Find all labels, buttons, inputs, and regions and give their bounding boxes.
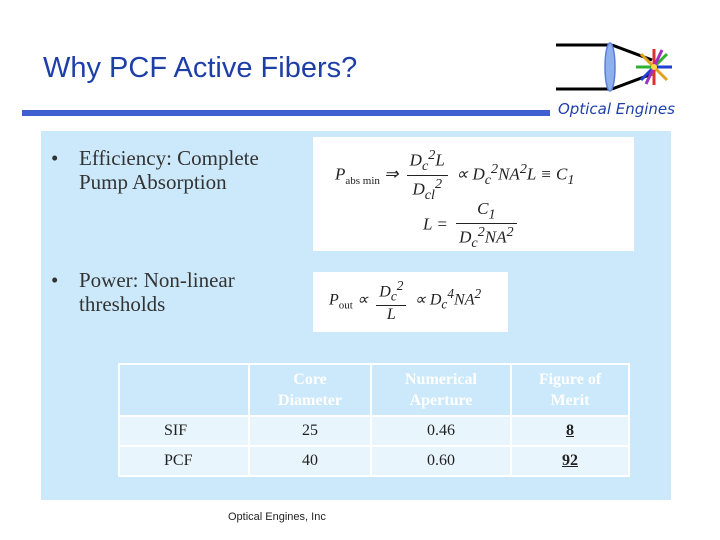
bullet-line: Power: Non-linear <box>79 268 235 292</box>
footer-text: Optical Engines, Inc <box>228 511 326 523</box>
title-underline <box>22 110 550 116</box>
efficiency-equation: Pabs min ⇒ Dc2L Dcl2 ∝ Dc2NA2L ≡ C1 L = C… <box>313 137 634 251</box>
cell-numerical-aperture: 0.46 <box>372 417 510 445</box>
table-row: PCF 40 0.60 92 <box>120 447 628 475</box>
table-header-merit: Figure of Merit <box>512 365 628 415</box>
cell-core-diameter: 40 <box>250 447 370 475</box>
row-label: PCF <box>120 447 248 475</box>
cell-core-diameter: 25 <box>250 417 370 445</box>
optical-engines-logo-icon <box>556 42 672 92</box>
fiber-comparison-table: Core Diameter Numerical Aperture Figure of… <box>118 363 630 477</box>
bullet-efficiency: • Efficiency: Complete Pump Absorption <box>51 146 259 194</box>
bullet-line: Efficiency: Complete <box>79 146 259 170</box>
table-header-core: Core Diameter <box>250 365 370 415</box>
power-equation: Pout ∝ Dc2 L ∝ Dc4NA2 <box>313 272 508 332</box>
table-row: SIF 25 0.46 8 <box>120 417 628 445</box>
bullet-line: thresholds <box>79 292 166 316</box>
table-header-blank <box>120 365 248 415</box>
bullet-line: Pump Absorption <box>79 170 227 194</box>
bullet-marker: • <box>51 268 59 292</box>
brand-label: Optical Engines <box>558 100 675 118</box>
cell-numerical-aperture: 0.60 <box>372 447 510 475</box>
cell-figure-of-merit: 8 <box>512 417 628 445</box>
bullet-power: • Power: Non-linear thresholds <box>51 268 235 316</box>
row-label: SIF <box>120 417 248 445</box>
slide-title: Why PCF Active Fibers? <box>43 52 358 84</box>
bullet-marker: • <box>51 146 59 170</box>
cell-figure-of-merit: 92 <box>512 447 628 475</box>
table-header-row: Core Diameter Numerical Aperture Figure of… <box>120 365 628 415</box>
table-header-na: Numerical Aperture <box>372 365 510 415</box>
